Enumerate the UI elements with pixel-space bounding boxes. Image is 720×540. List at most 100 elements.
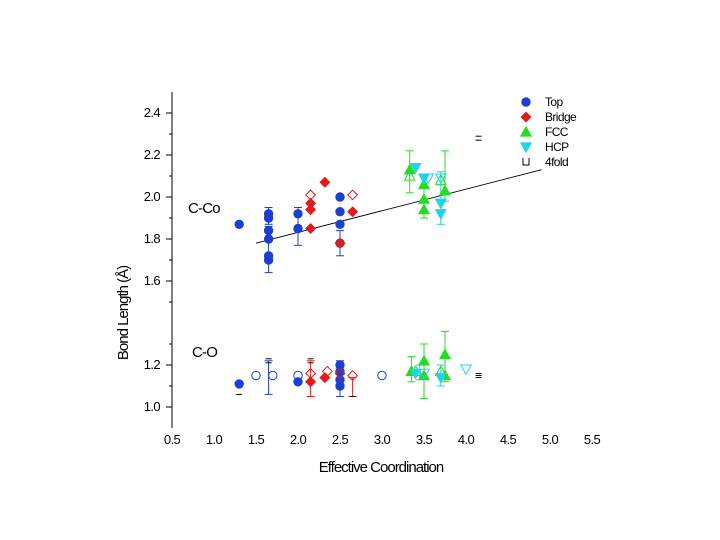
x-tick-label: 2.5	[332, 432, 349, 447]
legend-label: 4fold	[545, 155, 568, 169]
series-hcp-hollow	[417, 173, 473, 380]
top-hollow-point	[293, 370, 303, 381]
y-tick-labels: 1.0 1.2 1.6 1.8 2.0 2.2 2.4	[144, 105, 161, 414]
bridge-point	[305, 204, 317, 216]
x-tick-label: 3.5	[416, 432, 433, 447]
legend-item: 4fold	[522, 155, 569, 169]
fcc-point	[417, 203, 431, 215]
y-tick-label: 2.4	[144, 105, 161, 120]
fcc-point	[438, 184, 452, 196]
top-hollow-point	[251, 370, 261, 381]
x-tick-label: 5.5	[584, 432, 601, 447]
top-point	[263, 213, 274, 223]
series-bridge	[305, 176, 359, 388]
bridge-hollow-point	[321, 365, 333, 377]
x-tick-label: 3.0	[374, 432, 391, 447]
series-4fold	[475, 135, 482, 378]
annotation-c-co: C-Co	[188, 200, 220, 217]
series-top-hollow	[251, 370, 387, 381]
hcp-hollow-point	[434, 173, 447, 185]
series-fcc	[403, 163, 452, 381]
y-tick-label: 1.6	[144, 273, 161, 288]
hcp-hollow-point	[422, 173, 435, 185]
bridge-point	[305, 222, 317, 235]
legend-marker	[519, 142, 533, 154]
x-tick-label: 1.0	[206, 432, 223, 447]
hcp-point	[434, 372, 447, 384]
legend-item: Top	[521, 95, 564, 109]
annotation-c-o: C-O	[192, 344, 217, 361]
legend-item: Bridge	[520, 110, 578, 124]
fcc-hollow-point	[403, 169, 416, 181]
tick-marks	[166, 112, 172, 408]
fcc-point	[417, 369, 431, 381]
bridge-hollow-point	[305, 367, 317, 379]
x-tick-labels: 0.5 1.0 1.5 2.0 2.5 3.0 3.5 4.0 4.5 5.0 5.5	[164, 432, 601, 447]
fcc-point	[403, 163, 416, 175]
fcc-hollow-point	[434, 173, 447, 185]
hcp-point	[409, 162, 422, 174]
hcp-point	[434, 198, 447, 210]
hcp-point	[434, 209, 447, 221]
bridge-point	[347, 206, 359, 218]
legend-label: Bridge	[545, 110, 577, 124]
y-tick-label: 1.0	[144, 399, 161, 414]
top-point	[263, 225, 274, 236]
data-points	[234, 135, 482, 391]
extra-marks	[236, 358, 482, 397]
x-axis-title: Effective Coordination	[319, 459, 444, 476]
y-tick-label: 1.8	[144, 231, 161, 246]
legend-marker	[521, 97, 531, 107]
top-hollow-point	[268, 370, 278, 381]
hcp-hollow-point	[459, 364, 473, 376]
fcc-point	[417, 354, 431, 366]
fcc-point	[417, 192, 431, 204]
legend-label: HCP	[545, 140, 569, 154]
trendline	[255, 169, 542, 244]
top-point	[335, 192, 345, 202]
legend-marker	[520, 111, 532, 123]
legend-marker	[522, 158, 530, 166]
legend-item: FCC	[519, 125, 569, 139]
top-point	[335, 219, 345, 230]
bridge-hollow-point	[347, 369, 359, 382]
bridge-point	[334, 237, 346, 249]
y-axis-title: Bond Length (Å)	[115, 265, 132, 360]
x-tick-label: 1.5	[248, 432, 265, 447]
x-tick-label: 4.5	[500, 432, 517, 447]
x-tick-label: 5.0	[542, 432, 559, 447]
bridge-hollow-point	[305, 189, 317, 201]
x-tick-label: 2.0	[290, 432, 307, 447]
y-tick-label: 2.2	[144, 147, 161, 162]
hcp-point	[409, 368, 422, 380]
bridge-hollow-point	[347, 189, 359, 201]
trendline-group	[255, 169, 542, 244]
top-point	[263, 255, 274, 265]
series-top	[234, 192, 345, 391]
y-tick-label: 2.0	[144, 189, 161, 204]
bridge-point	[305, 376, 317, 388]
x-tick-label: 0.5	[164, 432, 181, 447]
top-point	[263, 234, 274, 244]
top-point	[293, 209, 303, 219]
top-point	[293, 223, 303, 234]
series-hcp	[409, 162, 447, 384]
legend-item: HCP	[519, 140, 570, 154]
top-point	[335, 207, 345, 217]
legend-marker	[519, 125, 533, 137]
hcp-hollow-point	[417, 368, 431, 380]
legend-label: FCC	[545, 125, 569, 139]
fcc-point	[438, 348, 452, 360]
y-tick-label: 1.2	[144, 357, 161, 372]
top-point	[234, 379, 244, 389]
series-bridge-hollow	[305, 189, 359, 382]
x-tick-label: 4.0	[458, 432, 475, 447]
legend-label: Top	[545, 95, 563, 109]
bridge-point	[319, 176, 331, 188]
top-hollow-point	[377, 370, 387, 381]
bridge-hollow-point	[334, 367, 346, 379]
top-point	[234, 219, 244, 230]
top-point	[335, 381, 345, 391]
